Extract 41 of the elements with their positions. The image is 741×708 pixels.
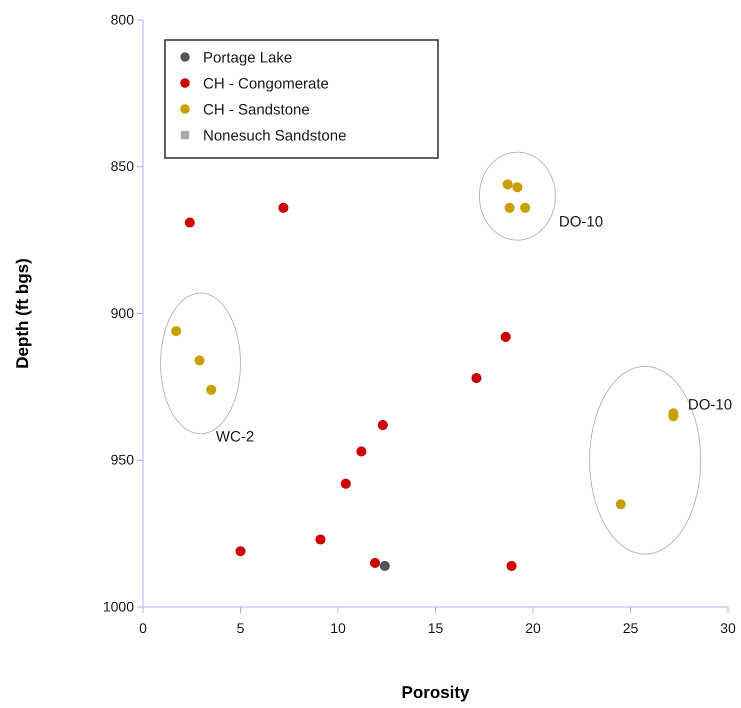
point [206,384,216,395]
point [512,182,522,192]
point [315,534,326,545]
point [356,446,366,456]
y-axis-title: Depth (ft bgs) [13,258,32,369]
point [340,478,351,489]
point [471,373,482,384]
point [380,560,390,571]
x-axis-title: Porosity [401,683,470,702]
x-tick-label: 0 [139,620,148,636]
point [502,179,513,190]
legend-label: Portage Lake [203,49,292,66]
point [235,546,246,556]
y-tick-label: 950 [110,452,134,468]
legend-label: CH - Congomerate [203,75,329,92]
point [520,202,530,213]
legend-label: CH - Sandstone [203,101,310,118]
x-tick-label: 10 [330,620,346,636]
annotation: DO-10 [558,213,604,230]
point [171,326,182,336]
y-tick-label: 850 [110,158,134,174]
point [616,499,626,510]
point [194,355,205,366]
annotation: WC-2 [216,428,254,446]
x-tick-label: 30 [720,620,736,636]
point [506,560,517,571]
x-tick-label: 20 [525,620,541,636]
point [184,217,195,228]
annotation: DO-10 [688,396,732,414]
x-tick-label: 15 [428,620,444,636]
y-tick-label: 1000 [102,598,134,614]
point [378,420,388,430]
x-tick-label: 25 [622,620,638,636]
x-tick-label: 5 [236,620,245,636]
point [370,558,380,568]
legend-label: Nonesuch Sandstone [203,127,346,144]
point [504,202,515,213]
y-tick-label: 800 [110,11,134,28]
point [500,332,511,342]
point [278,202,288,213]
y-tick-label: 900 [110,304,134,321]
